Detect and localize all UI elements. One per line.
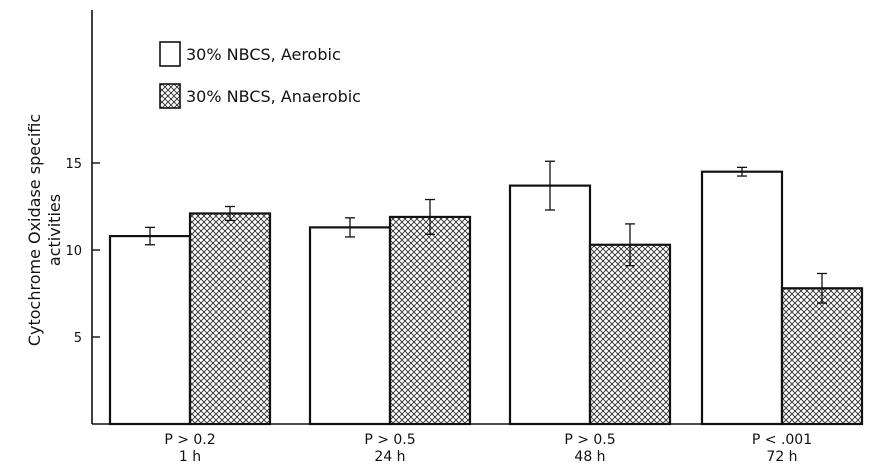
bars — [108, 160, 864, 426]
legend-swatch-anaerobic — [159, 83, 181, 109]
bar-anaerobic — [588, 243, 672, 426]
y-axis-label-line-1: Cytochrome Oxidase specific — [25, 114, 44, 346]
category-p-value: P > 0.5 — [364, 432, 415, 448]
y-tick-label: 10 — [65, 244, 82, 259]
legend-label-anaerobic: 30% NBCS, Anaerobic — [186, 87, 361, 106]
bar-aerobic — [700, 170, 784, 426]
y-ticks: 5 10 15 — [65, 157, 100, 346]
legend: 30% NBCS, Aerobic 30% NBCS, Anaerobic — [159, 41, 361, 109]
category-p-value: P > 0.5 — [564, 432, 615, 448]
x-category-labels: P > 0.21 hP > 0.524 hP > 0.548 hP < .001… — [164, 432, 812, 465]
category-time: 1 h — [179, 449, 201, 465]
bar-aerobic — [108, 234, 192, 426]
y-tick-label: 5 — [74, 331, 82, 346]
category-p-value: P > 0.2 — [164, 432, 215, 448]
y-axis-label-line-2: activities — [45, 194, 64, 266]
category-time: 72 h — [766, 449, 797, 465]
category-time: 48 h — [574, 449, 605, 465]
category-p-value: P < .001 — [752, 432, 812, 448]
y-axis-label: Cytochrome Oxidase specific activities — [25, 114, 64, 346]
bar-anaerobic — [188, 212, 272, 426]
category-time: 24 h — [374, 449, 405, 465]
bar-anaerobic — [388, 215, 472, 426]
bar-aerobic — [308, 226, 392, 426]
legend-swatch-aerobic — [159, 41, 181, 67]
y-tick-label: 15 — [65, 157, 82, 172]
bar-anaerobic — [780, 287, 864, 426]
bar-aerobic — [508, 184, 592, 426]
legend-label-aerobic: 30% NBCS, Aerobic — [186, 45, 341, 64]
